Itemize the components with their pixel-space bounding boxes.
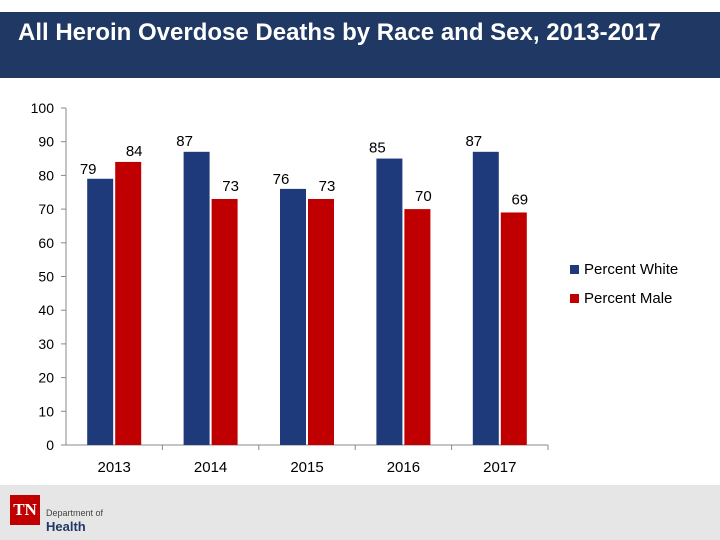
- y-tick-label: 90: [38, 134, 54, 150]
- x-tick-label: 2017: [483, 459, 516, 476]
- x-tick-label: 2014: [194, 459, 227, 476]
- data-label-male: 73: [222, 178, 239, 195]
- data-label-male: 84: [126, 143, 143, 160]
- y-tick-label: 70: [38, 201, 54, 217]
- data-label-male: 70: [415, 188, 432, 205]
- bar-percent-white: [87, 178, 114, 445]
- logo-health-text: Health: [46, 519, 86, 534]
- legend-label: Percent White: [584, 261, 678, 278]
- y-tick-label: 30: [38, 336, 54, 352]
- bar-chart: 0 10 20 30 40 50 60 70 80 90 100 2013 79 84 2014 87 73 20…: [31, 100, 679, 476]
- title-bar: [0, 12, 720, 78]
- data-label-male: 73: [319, 178, 336, 195]
- bar-percent-male: [211, 198, 238, 445]
- y-tick-label: 60: [38, 235, 54, 251]
- legend-swatch: [570, 294, 579, 303]
- data-label-male: 69: [511, 191, 528, 208]
- y-tick-label: 10: [38, 403, 54, 419]
- bar-percent-male: [404, 209, 431, 445]
- bar-percent-male: [308, 198, 334, 445]
- tn-logo: TN: [10, 495, 40, 525]
- y-tick-label: 50: [38, 269, 54, 285]
- x-tick-label: 2013: [98, 459, 131, 476]
- legend-swatch: [570, 265, 579, 274]
- x-tick-label: 2016: [387, 459, 420, 476]
- data-label-white: 76: [273, 171, 290, 188]
- data-label-white: 87: [465, 133, 482, 150]
- page-title: All Heroin Overdose Deaths by Race and S…: [18, 19, 661, 46]
- x-tick-label: 2015: [290, 459, 323, 476]
- y-tick-label: 20: [38, 370, 54, 386]
- bar-percent-male: [500, 212, 527, 445]
- bar-percent-white: [183, 151, 210, 445]
- y-tick-label: 0: [46, 437, 54, 453]
- data-label-white: 87: [176, 133, 193, 150]
- logo-department-text: Department of: [46, 508, 104, 518]
- bar-percent-white: [472, 151, 499, 445]
- y-tick-label: 100: [31, 100, 55, 116]
- bar-percent-white: [376, 158, 403, 446]
- footer-bar: [0, 485, 720, 540]
- y-tick-label: 40: [38, 302, 54, 318]
- data-label-white: 79: [80, 161, 97, 178]
- legend-label: Percent Male: [584, 290, 672, 307]
- bar-percent-white: [280, 188, 306, 445]
- data-label-white: 85: [369, 140, 386, 157]
- y-tick-label: 80: [38, 167, 54, 183]
- bar-percent-male: [115, 161, 142, 446]
